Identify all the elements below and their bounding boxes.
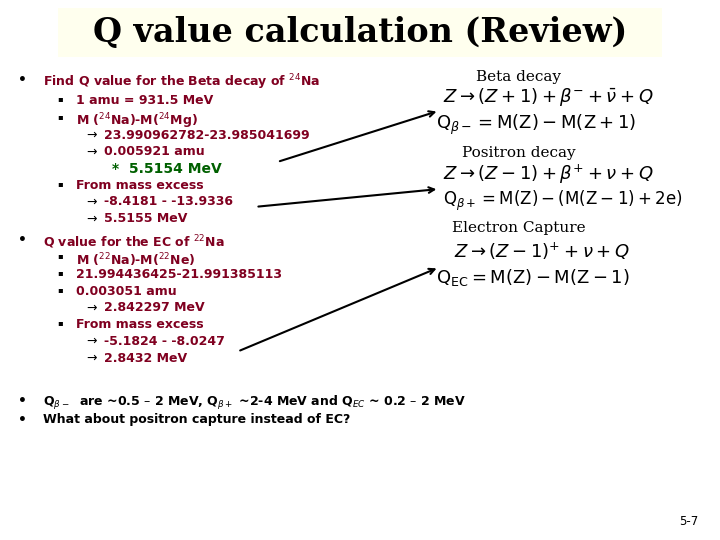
Text: →: → [86,352,97,365]
Text: Q value calculation (Review): Q value calculation (Review) [93,16,627,49]
Text: 2.8432 MeV: 2.8432 MeV [104,352,187,365]
FancyBboxPatch shape [58,8,662,57]
Text: -5.1824 - -8.0247: -5.1824 - -8.0247 [104,335,225,348]
Text: 0.003051 amu: 0.003051 amu [76,285,176,298]
Text: Find Q value for the Beta decay of $^{24}$Na: Find Q value for the Beta decay of $^{24… [43,73,320,92]
Text: M ($^{24}$Na)-M($^{24}$Mg): M ($^{24}$Na)-M($^{24}$Mg) [76,112,197,131]
Text: →: → [86,195,97,208]
Text: From mass excess: From mass excess [76,318,203,331]
Text: 0.005921 amu: 0.005921 amu [104,145,205,158]
Text: $Z \rightarrow (Z-1)^{+}+\nu+Q$: $Z \rightarrow (Z-1)^{+}+\nu+Q$ [454,240,629,261]
Text: -8.4181 - -13.9336: -8.4181 - -13.9336 [104,195,233,208]
Text: •: • [18,394,27,408]
Text: →: → [86,301,97,314]
Text: Q$_{\beta-}$  are ~0.5 – 2 MeV, Q$_{\beta+}$ ~2-4 MeV and Q$_{EC}$ ~ 0.2 – 2 MeV: Q$_{\beta-}$ are ~0.5 – 2 MeV, Q$_{\beta… [43,394,466,412]
Text: 5-7: 5-7 [679,515,698,528]
Text: →: → [86,212,97,225]
Text: ▪: ▪ [58,318,63,327]
Text: Beta decay: Beta decay [476,70,561,84]
Text: ▪: ▪ [58,179,63,188]
Text: ▪: ▪ [58,94,63,103]
Text: →: → [86,129,97,141]
Text: Positron decay: Positron decay [462,146,575,160]
Text: Electron Capture: Electron Capture [451,221,585,235]
Text: M ($^{22}$Na)-M($^{22}$Ne): M ($^{22}$Na)-M($^{22}$Ne) [76,251,195,269]
Text: $\mathrm{Q}_{\beta-} = \mathrm{M(Z)} - \mathrm{M(Z+1)}$: $\mathrm{Q}_{\beta-} = \mathrm{M(Z)} - \… [436,112,636,137]
Text: ▪: ▪ [58,268,63,277]
Text: From mass excess: From mass excess [76,179,203,192]
Text: What about positron capture instead of EC?: What about positron capture instead of E… [43,413,351,426]
Text: 5.5155 MeV: 5.5155 MeV [104,212,188,225]
Text: →: → [86,145,97,158]
Text: 1 amu = 931.5 MeV: 1 amu = 931.5 MeV [76,94,213,107]
Text: Q value for the EC of $^{22}$Na: Q value for the EC of $^{22}$Na [43,233,225,251]
Text: ▪: ▪ [58,112,63,121]
Text: →: → [86,335,97,348]
Text: *  5.5154 MeV: * 5.5154 MeV [112,162,221,176]
Text: ▪: ▪ [58,251,63,260]
Text: 2.842297 MeV: 2.842297 MeV [104,301,205,314]
Text: •: • [18,233,27,247]
Text: $\mathrm{Q_{EC}} = \mathrm{M(Z)} - \mathrm{M(Z-1)}$: $\mathrm{Q_{EC}} = \mathrm{M(Z)} - \math… [436,267,629,288]
Text: •: • [18,413,27,427]
Text: $Z \rightarrow (Z+1)+\beta^{-}+\bar{\nu}+Q$: $Z \rightarrow (Z+1)+\beta^{-}+\bar{\nu}… [443,86,653,109]
Text: 21.994436425-21.991385113: 21.994436425-21.991385113 [76,268,282,281]
Text: $\mathrm{Q}_{\beta+} = \mathrm{M(Z)}-(\mathrm{M(Z-1)}+2\mathrm{e})$: $\mathrm{Q}_{\beta+} = \mathrm{M(Z)}-(\m… [443,189,683,213]
Text: ▪: ▪ [58,285,63,294]
Text: 23.990962782-23.985041699: 23.990962782-23.985041699 [104,129,310,141]
Text: •: • [18,73,27,87]
Text: $Z \rightarrow (Z-1)+\beta^{+}+\nu+Q$: $Z \rightarrow (Z-1)+\beta^{+}+\nu+Q$ [443,163,653,186]
